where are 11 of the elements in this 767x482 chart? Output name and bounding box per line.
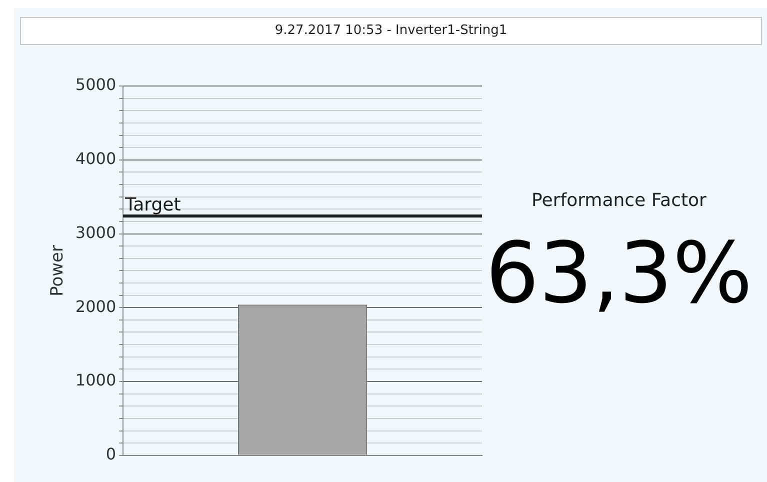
y-tick-label: 3000 bbox=[75, 222, 116, 242]
ref-line-label: Target bbox=[124, 194, 181, 216]
y-axis-title: Power bbox=[48, 244, 68, 296]
y-tick-label: 4000 bbox=[75, 149, 116, 168]
chart-title: 9.27.2017 10:53 - Inverter1-String1 bbox=[20, 17, 762, 45]
text: Performance Factor bbox=[530, 190, 708, 211]
text: 63,3% bbox=[484, 223, 754, 324]
y-tick-label: 2000 bbox=[75, 296, 116, 316]
y-tick-label: 5000 bbox=[75, 75, 116, 94]
y-tick-label: 1000 bbox=[75, 370, 116, 390]
y-tick-label: 0 bbox=[106, 444, 116, 464]
